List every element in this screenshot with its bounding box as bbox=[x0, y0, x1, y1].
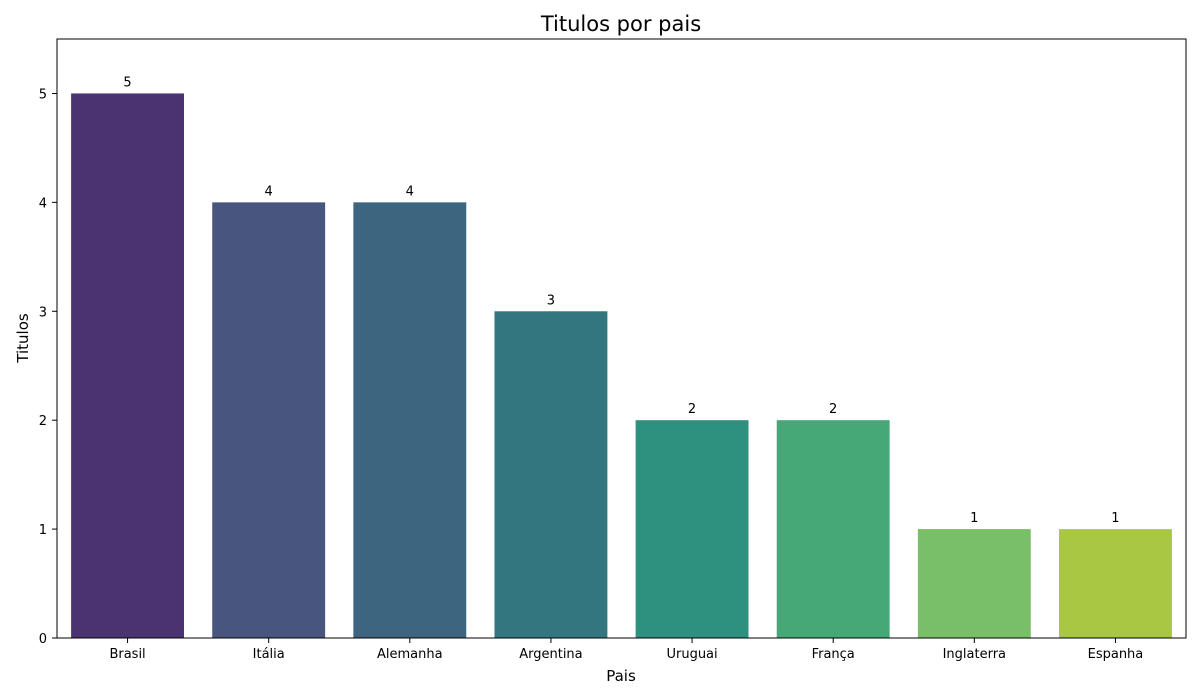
chart-title: Titulos por pais bbox=[540, 12, 701, 36]
x-axis-ticks: Brasil Itália Alemanha Argentina Uruguai Fran… bbox=[109, 638, 1143, 662]
x-tick-label: Itália bbox=[253, 647, 285, 662]
bar-brasil bbox=[71, 93, 185, 639]
bar-value-label: 2 bbox=[829, 402, 837, 417]
y-axis-ticks: 0 1 2 3 4 5 bbox=[39, 87, 57, 647]
y-tick-label: 5 bbox=[39, 87, 47, 102]
bar-inglaterra bbox=[917, 529, 1031, 638]
y-tick-label: 0 bbox=[39, 632, 47, 647]
bar-value-label: 3 bbox=[547, 293, 555, 308]
bar-itália bbox=[212, 202, 326, 638]
bar-alemanha bbox=[353, 202, 467, 638]
x-tick-label: Alemanha bbox=[377, 647, 443, 662]
y-axis-label: Titulos bbox=[14, 313, 32, 364]
x-tick-label: Uruguai bbox=[666, 647, 717, 662]
y-tick-label: 3 bbox=[39, 305, 47, 320]
bars-group bbox=[71, 93, 1172, 639]
x-tick-label: Inglaterra bbox=[943, 647, 1006, 662]
bar-value-label: 4 bbox=[265, 184, 273, 199]
y-tick-label: 4 bbox=[39, 196, 47, 211]
bar-uruguai bbox=[635, 420, 749, 638]
bar-value-label: 1 bbox=[1111, 511, 1119, 526]
y-tick-label: 1 bbox=[39, 523, 47, 538]
x-tick-label: França bbox=[812, 647, 855, 662]
bar-espanha bbox=[1058, 529, 1172, 638]
bar-value-label: 4 bbox=[406, 184, 414, 199]
bar-frança bbox=[776, 420, 890, 638]
bar-argentina bbox=[494, 311, 608, 638]
x-tick-label: Brasil bbox=[109, 647, 145, 662]
y-tick-label: 2 bbox=[39, 414, 47, 429]
bar-value-label: 5 bbox=[123, 75, 131, 90]
bar-value-label: 1 bbox=[970, 511, 978, 526]
x-tick-label: Argentina bbox=[519, 647, 582, 662]
plot-frame bbox=[56, 38, 1187, 639]
bar-labels-group: 5 4 4 3 2 2 1 1 bbox=[123, 75, 1119, 526]
x-axis-label: Pais bbox=[606, 667, 636, 685]
x-tick-label: Espanha bbox=[1088, 647, 1144, 662]
bar-value-label: 2 bbox=[688, 402, 696, 417]
